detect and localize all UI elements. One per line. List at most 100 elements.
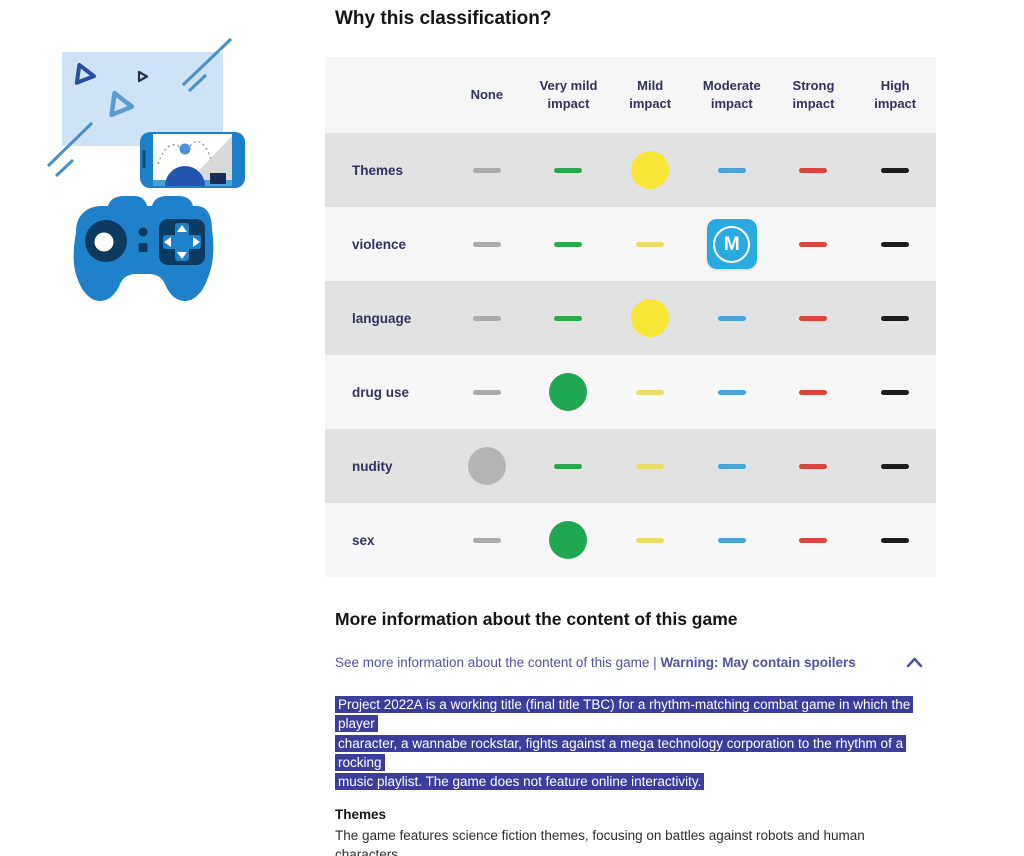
impact-cell <box>691 315 773 321</box>
impact-dash <box>472 315 501 321</box>
impact-dash <box>554 315 583 321</box>
impact-dash <box>636 389 665 395</box>
impact-cell <box>446 447 528 485</box>
spoiler-toggle-label[interactable]: See more information about the content o… <box>335 655 856 670</box>
impact-cell <box>446 389 528 395</box>
impact-cell: M <box>691 219 773 269</box>
table-row-themes: Themes <box>325 133 936 207</box>
impact-dash <box>881 315 910 321</box>
impact-cell <box>691 537 773 543</box>
classification-m-badge-icon: M <box>706 219 757 269</box>
row-label: Themes <box>352 162 404 178</box>
impact-dash <box>636 463 665 469</box>
column-header-moderate-impact: Moderate impact <box>702 78 761 111</box>
impact-cell <box>528 167 610 173</box>
impact-cell <box>446 167 528 173</box>
themes-section-heading: Themes <box>335 807 387 823</box>
row-label: sex <box>352 532 375 548</box>
row-label: language <box>352 310 412 326</box>
column-header-high-impact: High impact <box>874 78 917 111</box>
selected-impact-dot <box>467 447 506 485</box>
impact-dash <box>717 537 746 543</box>
selected-impact-dot <box>631 151 670 189</box>
impact-dash <box>472 389 501 395</box>
impact-dash <box>554 167 583 173</box>
classification-impact-table: None Very mild impact Mild impact Moderate … <box>325 57 936 577</box>
impact-cell <box>854 315 936 321</box>
games-media-illustration-icon <box>46 37 245 301</box>
impact-dash <box>881 389 910 395</box>
impact-dash <box>799 537 828 543</box>
column-header-none: None <box>470 87 504 103</box>
impact-cell <box>446 537 528 543</box>
impact-cell <box>446 241 528 247</box>
impact-dash <box>717 315 746 321</box>
spoiler-toggle-text: See more information about the content o… <box>335 655 661 670</box>
table-row-sex: sex <box>325 503 936 577</box>
impact-dash <box>717 463 746 469</box>
impact-cell <box>609 537 691 543</box>
highlighted-selected-text: Project 2022A is a working title (final … <box>335 696 914 791</box>
impact-dash <box>472 241 501 247</box>
impact-dash <box>554 463 583 469</box>
impact-dash <box>881 463 910 469</box>
impact-dash <box>881 537 910 543</box>
impact-cell <box>773 537 855 543</box>
impact-cell <box>609 241 691 247</box>
impact-dash <box>799 167 828 173</box>
table-row-drug-use: drug use <box>325 355 936 429</box>
impact-cell <box>773 167 855 173</box>
impact-cell <box>691 463 773 469</box>
impact-cell <box>528 521 610 559</box>
impact-dash <box>636 537 665 543</box>
column-header-very-mild-impact: Very mild impact <box>539 78 598 111</box>
impact-cell <box>854 537 936 543</box>
page-title: Why this classification? <box>335 8 552 29</box>
table-header-row: None Very mild impact Mild impact Moderate … <box>325 57 936 133</box>
impact-cell <box>446 315 528 321</box>
main-content: Why this classification? None Very mild i… <box>325 6 936 856</box>
spoiler-warning-text: Warning: May contain spoilers <box>660 655 856 670</box>
column-header-mild-impact: Mild impact <box>629 78 672 111</box>
impact-cell <box>528 463 610 469</box>
impact-dash <box>799 389 828 395</box>
impact-cell <box>773 389 855 395</box>
impact-cell <box>609 299 691 337</box>
impact-dash <box>636 241 665 247</box>
impact-dash <box>554 241 583 247</box>
impact-cell <box>609 389 691 395</box>
themes-section-body: The game features science fiction themes… <box>335 828 865 856</box>
impact-cell <box>609 151 691 189</box>
impact-cell <box>773 315 855 321</box>
impact-dash <box>472 537 501 543</box>
impact-dash <box>717 389 746 395</box>
game-summary-paragraph: Project 2022A is a working title (final … <box>335 695 921 791</box>
impact-cell <box>528 315 610 321</box>
column-header-strong-impact: Strong impact <box>792 78 835 111</box>
impact-dash <box>472 167 501 173</box>
impact-cell <box>773 241 855 247</box>
row-label: violence <box>352 236 407 252</box>
table-row-nudity: nudity <box>325 429 936 503</box>
impact-dash <box>881 167 910 173</box>
spoiler-toggle-row[interactable]: See more information about the content o… <box>335 655 927 670</box>
row-label: drug use <box>352 384 410 400</box>
table-row-violence: violence M <box>325 207 936 281</box>
impact-cell <box>609 463 691 469</box>
impact-dash <box>799 241 828 247</box>
impact-cell <box>854 389 936 395</box>
impact-cell <box>528 373 610 411</box>
selected-impact-dot <box>631 299 670 337</box>
impact-cell <box>854 167 936 173</box>
impact-cell <box>691 167 773 173</box>
more-information-title: More information about the content of th… <box>335 609 738 629</box>
impact-dash <box>799 463 828 469</box>
table-row-language: language <box>325 281 936 355</box>
impact-cell <box>691 389 773 395</box>
chevron-up-icon[interactable] <box>906 657 923 668</box>
selected-impact-dot <box>549 373 588 411</box>
impact-dash <box>881 241 910 247</box>
impact-cell <box>773 463 855 469</box>
